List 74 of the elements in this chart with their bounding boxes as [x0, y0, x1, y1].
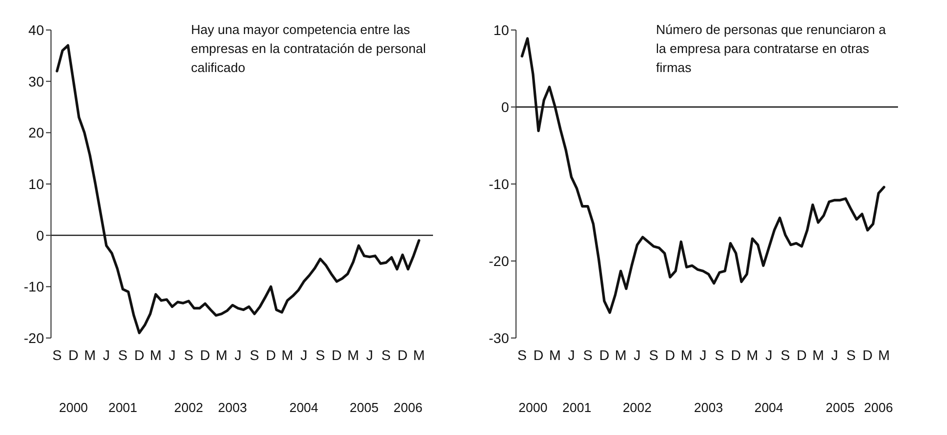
x-tick-label: J [102, 346, 110, 363]
x-tick-label: M [680, 346, 692, 363]
x-tick-label: D [266, 346, 276, 363]
text: 2005 [348, 400, 380, 415]
y-tick-label: 30 [28, 73, 44, 90]
text: Hay una mayor competencia entre las empresas en la contratación de personal calificado [191, 21, 427, 77]
x-tick-label: J [765, 346, 772, 363]
x-tick-label: M [347, 346, 360, 363]
text: 2004 [288, 400, 320, 415]
x-tick-label: J [366, 346, 374, 363]
x-tick-label: M [216, 346, 228, 363]
x-tick-label: D [730, 346, 741, 363]
x-tick-label: D [533, 346, 544, 363]
x-tick-label: J [168, 346, 176, 363]
y-tick-label: -10 [24, 278, 44, 295]
x-tick-label: M [746, 346, 758, 363]
x-tick-label: M [84, 346, 96, 363]
x-tick-label: M [878, 346, 890, 363]
y-tick-label: -20 [488, 252, 510, 269]
text: 2006 [863, 400, 894, 415]
y-tick-label: -20 [24, 330, 44, 346]
x-tick-label: D [397, 346, 408, 363]
x-tick-label: S [184, 346, 194, 363]
y-tick-label: -10 [488, 176, 510, 192]
text: Número de personas que renunciaron a la empresa para contratarse en otras firmas [656, 21, 887, 77]
y-tick-label: 0 [501, 98, 510, 115]
y-tick-label: 10 [493, 22, 510, 38]
text: 2005 [824, 400, 856, 415]
x-tick-label: S [846, 346, 856, 363]
x-tick-label: D [665, 346, 676, 363]
x-tick-label: D [332, 346, 342, 363]
x-tick-label: D [862, 346, 873, 363]
x-tick-label: J [831, 346, 838, 363]
x-tick-label: J [634, 346, 641, 363]
text: 2001 [561, 400, 592, 415]
x-tick-label: S [381, 346, 391, 363]
x-tick-label: M [413, 346, 425, 363]
text: 2002 [622, 400, 653, 415]
x-tick-label: S [648, 346, 658, 363]
text: 2004 [753, 400, 784, 415]
x-tick-label: S [118, 346, 128, 363]
x-tick-label: S [316, 346, 325, 363]
x-tick-label: M [549, 346, 561, 363]
text: 2002 [173, 400, 204, 415]
x-tick-label: S [250, 346, 260, 363]
x-tick-label: M [614, 346, 627, 363]
y-tick-label: 0 [36, 227, 44, 244]
y-tick-label: 10 [28, 176, 44, 192]
x-tick-label: M [150, 346, 162, 363]
x-tick-label: J [300, 346, 308, 363]
text: 2006 [392, 400, 424, 415]
x-tick-label: J [234, 346, 242, 363]
text: 2003 [217, 400, 248, 415]
x-tick-label: S [517, 346, 527, 363]
y-tick-label: 40 [28, 22, 44, 38]
x-tick-label: D [134, 346, 144, 363]
x-tick-label: M [282, 346, 294, 363]
text: 2000 [518, 400, 548, 415]
x-tick-label: S [780, 346, 790, 363]
x-tick-label: S [52, 346, 62, 363]
x-tick-label: J [700, 346, 706, 363]
x-tick-label: D [68, 346, 79, 363]
x-tick-label: M [812, 346, 824, 363]
text: 2003 [693, 400, 724, 415]
x-tick-label: D [599, 346, 610, 363]
y-tick-label: -30 [488, 330, 510, 346]
text: 2001 [107, 400, 138, 415]
text: 2000 [58, 400, 89, 415]
y-tick-label: 20 [28, 124, 44, 141]
x-tick-label: D [200, 346, 210, 363]
x-tick-label: S [714, 346, 724, 363]
x-tick-label: S [583, 346, 592, 363]
x-tick-label: J [568, 346, 575, 363]
x-tick-label: D [796, 346, 807, 363]
